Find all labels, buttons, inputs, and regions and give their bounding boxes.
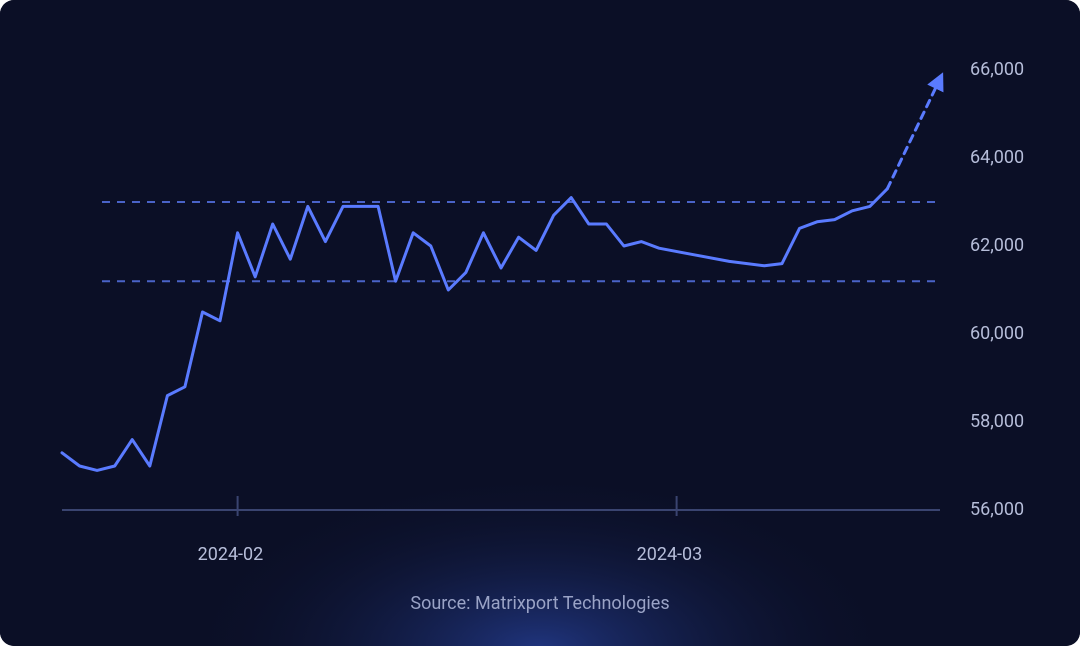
y-axis-label: 66,000: [970, 59, 1024, 80]
chart-container: 56,000 58,000 60,000 62,000 64,000 66,000 2024…: [0, 0, 1080, 646]
y-axis-label: 58,000: [970, 411, 1024, 432]
y-axis-label: 62,000: [970, 235, 1024, 256]
x-axis-label: 2024-03: [637, 544, 703, 565]
x-axis-label: 2024-02: [198, 544, 264, 565]
source-attribution: Source: Matrixport Technologies: [0, 593, 1080, 614]
y-axis-label: 60,000: [970, 323, 1024, 344]
y-axis-label: 64,000: [970, 147, 1024, 168]
y-axis-label: 56,000: [970, 499, 1024, 520]
chart-svg: [0, 0, 1080, 646]
